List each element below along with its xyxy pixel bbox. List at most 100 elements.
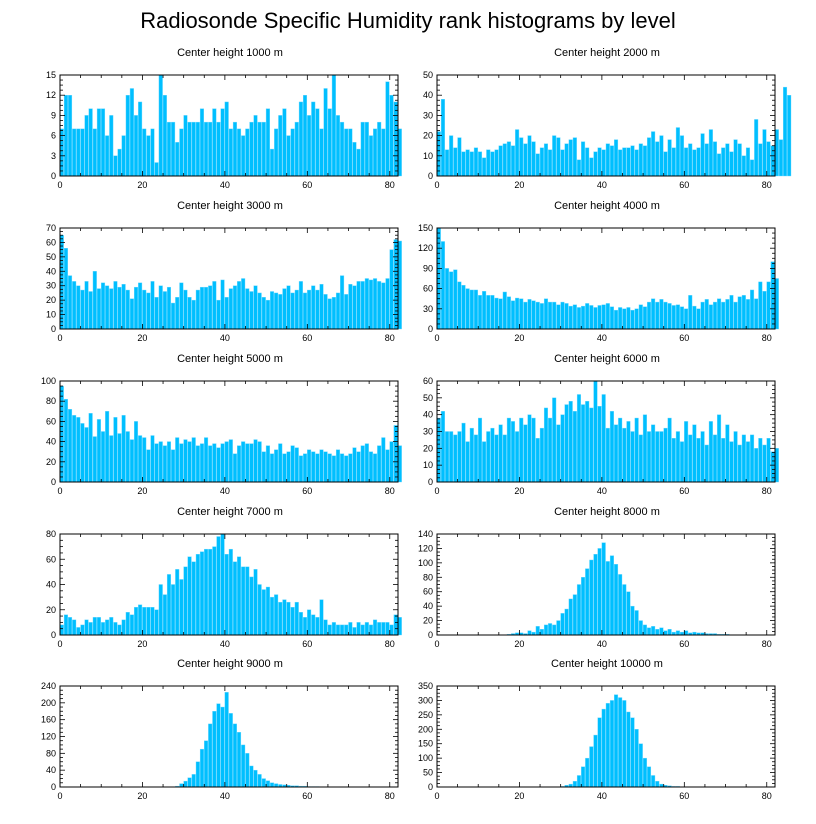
y-tick-label: 120 <box>418 243 433 253</box>
bar <box>778 139 783 177</box>
panel-title-9: Center height 9000 m <box>177 658 283 670</box>
bar <box>634 729 639 788</box>
bar <box>647 766 652 788</box>
y-tick-label: 40 <box>46 580 56 590</box>
bar <box>651 775 656 788</box>
x-tick-label: 0 <box>57 486 62 496</box>
x-tick-label: 20 <box>137 333 147 343</box>
x-tick-label: 20 <box>137 639 147 649</box>
x-tick-label: 0 <box>434 791 439 801</box>
panel-title-6: Center height 6000 m <box>554 353 660 365</box>
x-tick-label: 60 <box>679 333 689 343</box>
x-tick-label: 40 <box>220 639 230 649</box>
bar <box>605 703 610 788</box>
y-tick-label: 80 <box>46 396 56 406</box>
bar <box>589 746 594 788</box>
y-tick-label: 0 <box>428 782 433 792</box>
y-tick-label: 9 <box>51 110 56 120</box>
x-tick-label: 40 <box>597 486 607 496</box>
bar <box>593 734 598 788</box>
y-tick-label: 40 <box>423 601 433 611</box>
y-tick-label: 60 <box>423 587 433 597</box>
bar <box>626 711 631 788</box>
y-tick-label: 20 <box>46 457 56 467</box>
x-tick-label: 40 <box>220 180 230 190</box>
panel-title-5: Center height 5000 m <box>177 353 283 365</box>
y-tick-label: 150 <box>418 223 433 233</box>
y-tick-label: 0 <box>51 782 56 792</box>
panel-title-10: Center height 10000 m <box>551 658 663 670</box>
y-tick-label: 80 <box>46 748 56 758</box>
bar <box>638 743 643 788</box>
x-tick-label: 60 <box>302 791 312 801</box>
x-tick-label: 40 <box>220 333 230 343</box>
y-tick-label: 350 <box>418 681 433 691</box>
y-tick-label: 0 <box>51 630 56 640</box>
x-tick-label: 40 <box>220 486 230 496</box>
y-tick-label: 160 <box>41 715 56 725</box>
y-tick-label: 240 <box>41 681 56 691</box>
y-tick-label: 30 <box>423 304 433 314</box>
y-tick-label: 50 <box>423 70 433 80</box>
x-tick-label: 0 <box>434 639 439 649</box>
panel-title-1: Center height 1000 m <box>177 47 283 59</box>
y-tick-label: 200 <box>418 724 433 734</box>
y-tick-label: 0 <box>428 477 433 487</box>
figure-title: Radiosonde Specific Humidity rank histog… <box>140 8 676 33</box>
x-tick-label: 20 <box>514 333 524 343</box>
y-tick-label: 60 <box>46 416 56 426</box>
y-tick-label: 90 <box>423 263 433 273</box>
y-tick-label: 12 <box>46 90 56 100</box>
bar <box>642 757 647 788</box>
y-tick-label: 20 <box>46 295 56 305</box>
y-tick-label: 15 <box>46 70 56 80</box>
x-tick-label: 80 <box>762 486 772 496</box>
x-tick-label: 0 <box>434 333 439 343</box>
bar <box>597 717 602 788</box>
x-tick-label: 80 <box>762 180 772 190</box>
x-tick-label: 80 <box>385 333 395 343</box>
bar <box>783 86 788 177</box>
y-tick-label: 10 <box>423 460 433 470</box>
bar <box>581 766 586 788</box>
bar <box>601 708 606 788</box>
x-tick-label: 20 <box>137 180 147 190</box>
y-tick-label: 70 <box>46 223 56 233</box>
bar <box>576 775 581 788</box>
y-tick-label: 40 <box>423 90 433 100</box>
x-tick-label: 40 <box>220 791 230 801</box>
bar <box>609 700 614 788</box>
x-tick-label: 80 <box>762 333 772 343</box>
y-tick-label: 100 <box>41 376 56 386</box>
x-tick-label: 0 <box>434 180 439 190</box>
y-tick-label: 40 <box>46 266 56 276</box>
y-tick-label: 3 <box>51 151 56 161</box>
y-tick-label: 140 <box>418 529 433 539</box>
y-tick-label: 60 <box>46 237 56 247</box>
panel-title-2: Center height 2000 m <box>554 47 660 59</box>
y-tick-label: 30 <box>46 281 56 291</box>
y-tick-label: 150 <box>418 739 433 749</box>
x-tick-label: 0 <box>57 180 62 190</box>
y-tick-label: 0 <box>428 324 433 334</box>
x-tick-label: 20 <box>514 180 524 190</box>
y-tick-label: 50 <box>46 252 56 262</box>
x-tick-label: 20 <box>137 486 147 496</box>
y-tick-label: 200 <box>41 698 56 708</box>
x-tick-label: 40 <box>597 333 607 343</box>
x-tick-label: 20 <box>514 791 524 801</box>
y-tick-label: 20 <box>46 605 56 615</box>
y-tick-label: 6 <box>51 131 56 141</box>
x-tick-label: 80 <box>385 791 395 801</box>
x-tick-label: 80 <box>385 180 395 190</box>
y-tick-label: 120 <box>41 732 56 742</box>
y-tick-label: 30 <box>423 110 433 120</box>
y-tick-label: 0 <box>51 324 56 334</box>
